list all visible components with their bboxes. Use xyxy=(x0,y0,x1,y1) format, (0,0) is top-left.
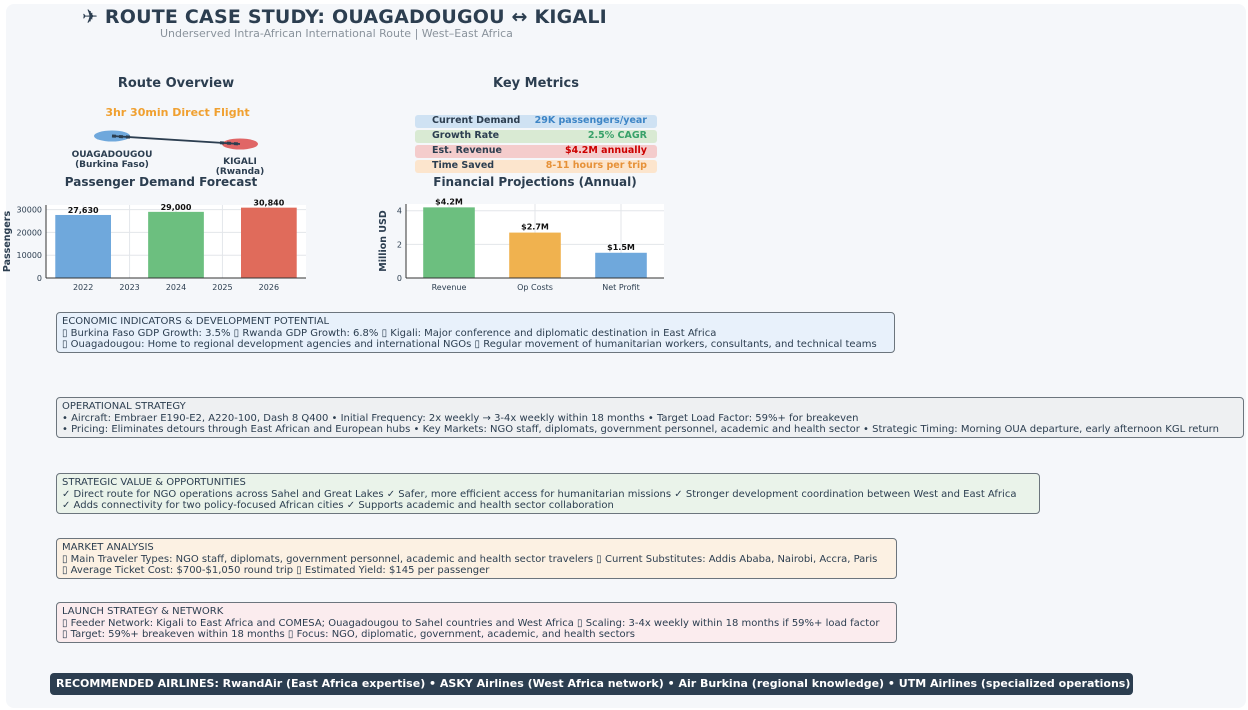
strategic-value-line: ✓ Direct route for NGO operations across… xyxy=(62,488,1017,500)
financial-projections-chart: Financial Projections (Annual) 0 2 4 $4.2M Re… xyxy=(378,175,664,292)
y-tick-label: 30000 xyxy=(17,206,42,215)
metric-value: $4.2M annually xyxy=(564,145,647,156)
x-tick-label: 2024 xyxy=(166,283,186,292)
x-tick-label: 2025 xyxy=(212,283,232,292)
key-metrics-title: Key Metrics xyxy=(493,76,579,91)
metric-est-revenue: Est. Revenue $4.2M annually xyxy=(415,145,657,158)
page-subtitle: Underserved Intra-African International … xyxy=(160,27,513,40)
metric-label: Est. Revenue xyxy=(432,145,502,156)
strategic-value-box: STRATEGIC VALUE & OPPORTUNITIES ✓ Direct… xyxy=(56,473,1040,514)
market-analysis-line: ▯ Main Traveler Types: NGO staff, diplom… xyxy=(62,553,878,565)
origin-country: (Burkina Faso) xyxy=(75,160,149,170)
data-label: $2.7M xyxy=(521,223,549,232)
y-axis-label: Passengers xyxy=(2,211,13,273)
y-tick-label: 20000 xyxy=(17,228,42,237)
chart-title: Financial Projections (Annual) xyxy=(433,175,636,189)
page-title: ✈ ROUTE CASE STUDY: OUAGADOUGOU ↔ KIGALI xyxy=(82,6,607,28)
economic-indicators-line: ▯ Burkina Faso GDP Growth: 3.5% ▯ Rwanda… xyxy=(62,327,717,339)
flight-time-label: 3hr 30min Direct Flight xyxy=(105,106,250,119)
metric-label: Time Saved xyxy=(432,160,495,171)
bar xyxy=(148,211,204,278)
economic-indicators-heading: ECONOMIC INDICATORS & DEVELOPMENT POTENT… xyxy=(62,316,330,327)
metric-value: 8-11 hours per trip xyxy=(545,160,647,171)
route-line-dash xyxy=(111,134,133,139)
launch-strategy-line: ▯ Target: 59%+ breakeven within 18 month… xyxy=(62,629,635,640)
metric-value: 29K passengers/year xyxy=(534,115,647,126)
passenger-demand-chart: Passenger Demand Forecast 0 10000 20000 3000… xyxy=(2,175,306,292)
launch-strategy-heading: LAUNCH STRATEGY & NETWORK xyxy=(62,606,224,617)
metric-current-demand: Current Demand 29K passengers/year xyxy=(415,115,657,128)
destination-name: KIGALI xyxy=(223,157,257,167)
bar xyxy=(241,207,297,278)
bar xyxy=(595,252,647,278)
strategic-value-heading: STRATEGIC VALUE & OPPORTUNITIES xyxy=(62,477,246,488)
chart-title: Passenger Demand Forecast xyxy=(65,175,258,189)
launch-strategy-line: ▯ Feeder Network: Kigali to East Africa … xyxy=(62,617,880,629)
route-line xyxy=(111,135,241,145)
route-map xyxy=(94,130,258,150)
operational-strategy-heading: OPERATIONAL STRATEGY xyxy=(62,401,186,412)
data-label: $4.2M xyxy=(435,197,463,206)
metric-growth-rate: Growth Rate 2.5% CAGR xyxy=(415,130,657,143)
recommended-airlines-banner: RECOMMENDED AIRLINES: RwandAir (East Afr… xyxy=(50,673,1133,695)
operational-strategy-line: • Pricing: Eliminates detours through Ea… xyxy=(62,424,1219,435)
data-label: 29,000 xyxy=(161,203,192,212)
bar xyxy=(423,207,475,278)
bar xyxy=(55,214,111,278)
metric-label: Current Demand xyxy=(432,115,521,126)
route-overview-title: Route Overview xyxy=(117,76,235,91)
y-tick-label: 2 xyxy=(397,240,402,249)
destination-country: (Rwanda) xyxy=(215,167,265,177)
operational-strategy-line: • Aircraft: Embraer E190-E2, A220-100, D… xyxy=(62,412,859,424)
x-tick-label: Net Profit xyxy=(602,283,639,292)
operational-strategy-box: OPERATIONAL STRATEGY • Aircraft: Embraer… xyxy=(56,397,1244,438)
market-analysis-line: ▯ Average Ticket Cost: $700-$1,050 round… xyxy=(62,565,490,576)
economic-indicators-line: ▯ Ouagadougou: Home to regional developm… xyxy=(62,339,877,350)
route-line-dash xyxy=(219,141,241,146)
metric-label: Growth Rate xyxy=(432,130,500,141)
x-tick-label: Revenue xyxy=(432,283,467,292)
metric-time-saved: Time Saved 8-11 hours per trip xyxy=(415,160,657,173)
market-analysis-heading: MARKET ANALYSIS xyxy=(62,542,154,553)
data-label: $1.5M xyxy=(607,243,635,252)
metric-value: 2.5% CAGR xyxy=(587,130,647,141)
economic-indicators-box: ECONOMIC INDICATORS & DEVELOPMENT POTENT… xyxy=(56,312,895,353)
y-tick-label: 4 xyxy=(397,207,402,216)
origin-label: OUAGADOUGOU (Burkina Faso) xyxy=(62,150,162,170)
destination-label: KIGALI (Rwanda) xyxy=(205,157,275,177)
x-tick-label: 2022 xyxy=(73,283,93,292)
y-axis-label: Million USD xyxy=(378,210,389,272)
data-label: 27,630 xyxy=(68,206,99,215)
y-tick-label: 0 xyxy=(397,274,402,283)
x-tick-label: 2026 xyxy=(259,283,279,292)
market-analysis-box: MARKET ANALYSIS ▯ Main Traveler Types: N… xyxy=(56,538,897,579)
x-tick-label: Op Costs xyxy=(517,283,553,292)
strategic-value-line: ✓ Adds connectivity for two policy-focus… xyxy=(62,500,614,511)
launch-strategy-box: LAUNCH STRATEGY & NETWORK ▯ Feeder Netwo… xyxy=(56,602,897,643)
x-tick-label: 2023 xyxy=(119,283,139,292)
origin-name: OUAGADOUGOU xyxy=(71,150,153,160)
y-tick-label: 10000 xyxy=(17,251,42,260)
y-tick-label: 0 xyxy=(37,274,42,283)
bar xyxy=(509,232,561,278)
data-label: 30,840 xyxy=(253,199,284,208)
